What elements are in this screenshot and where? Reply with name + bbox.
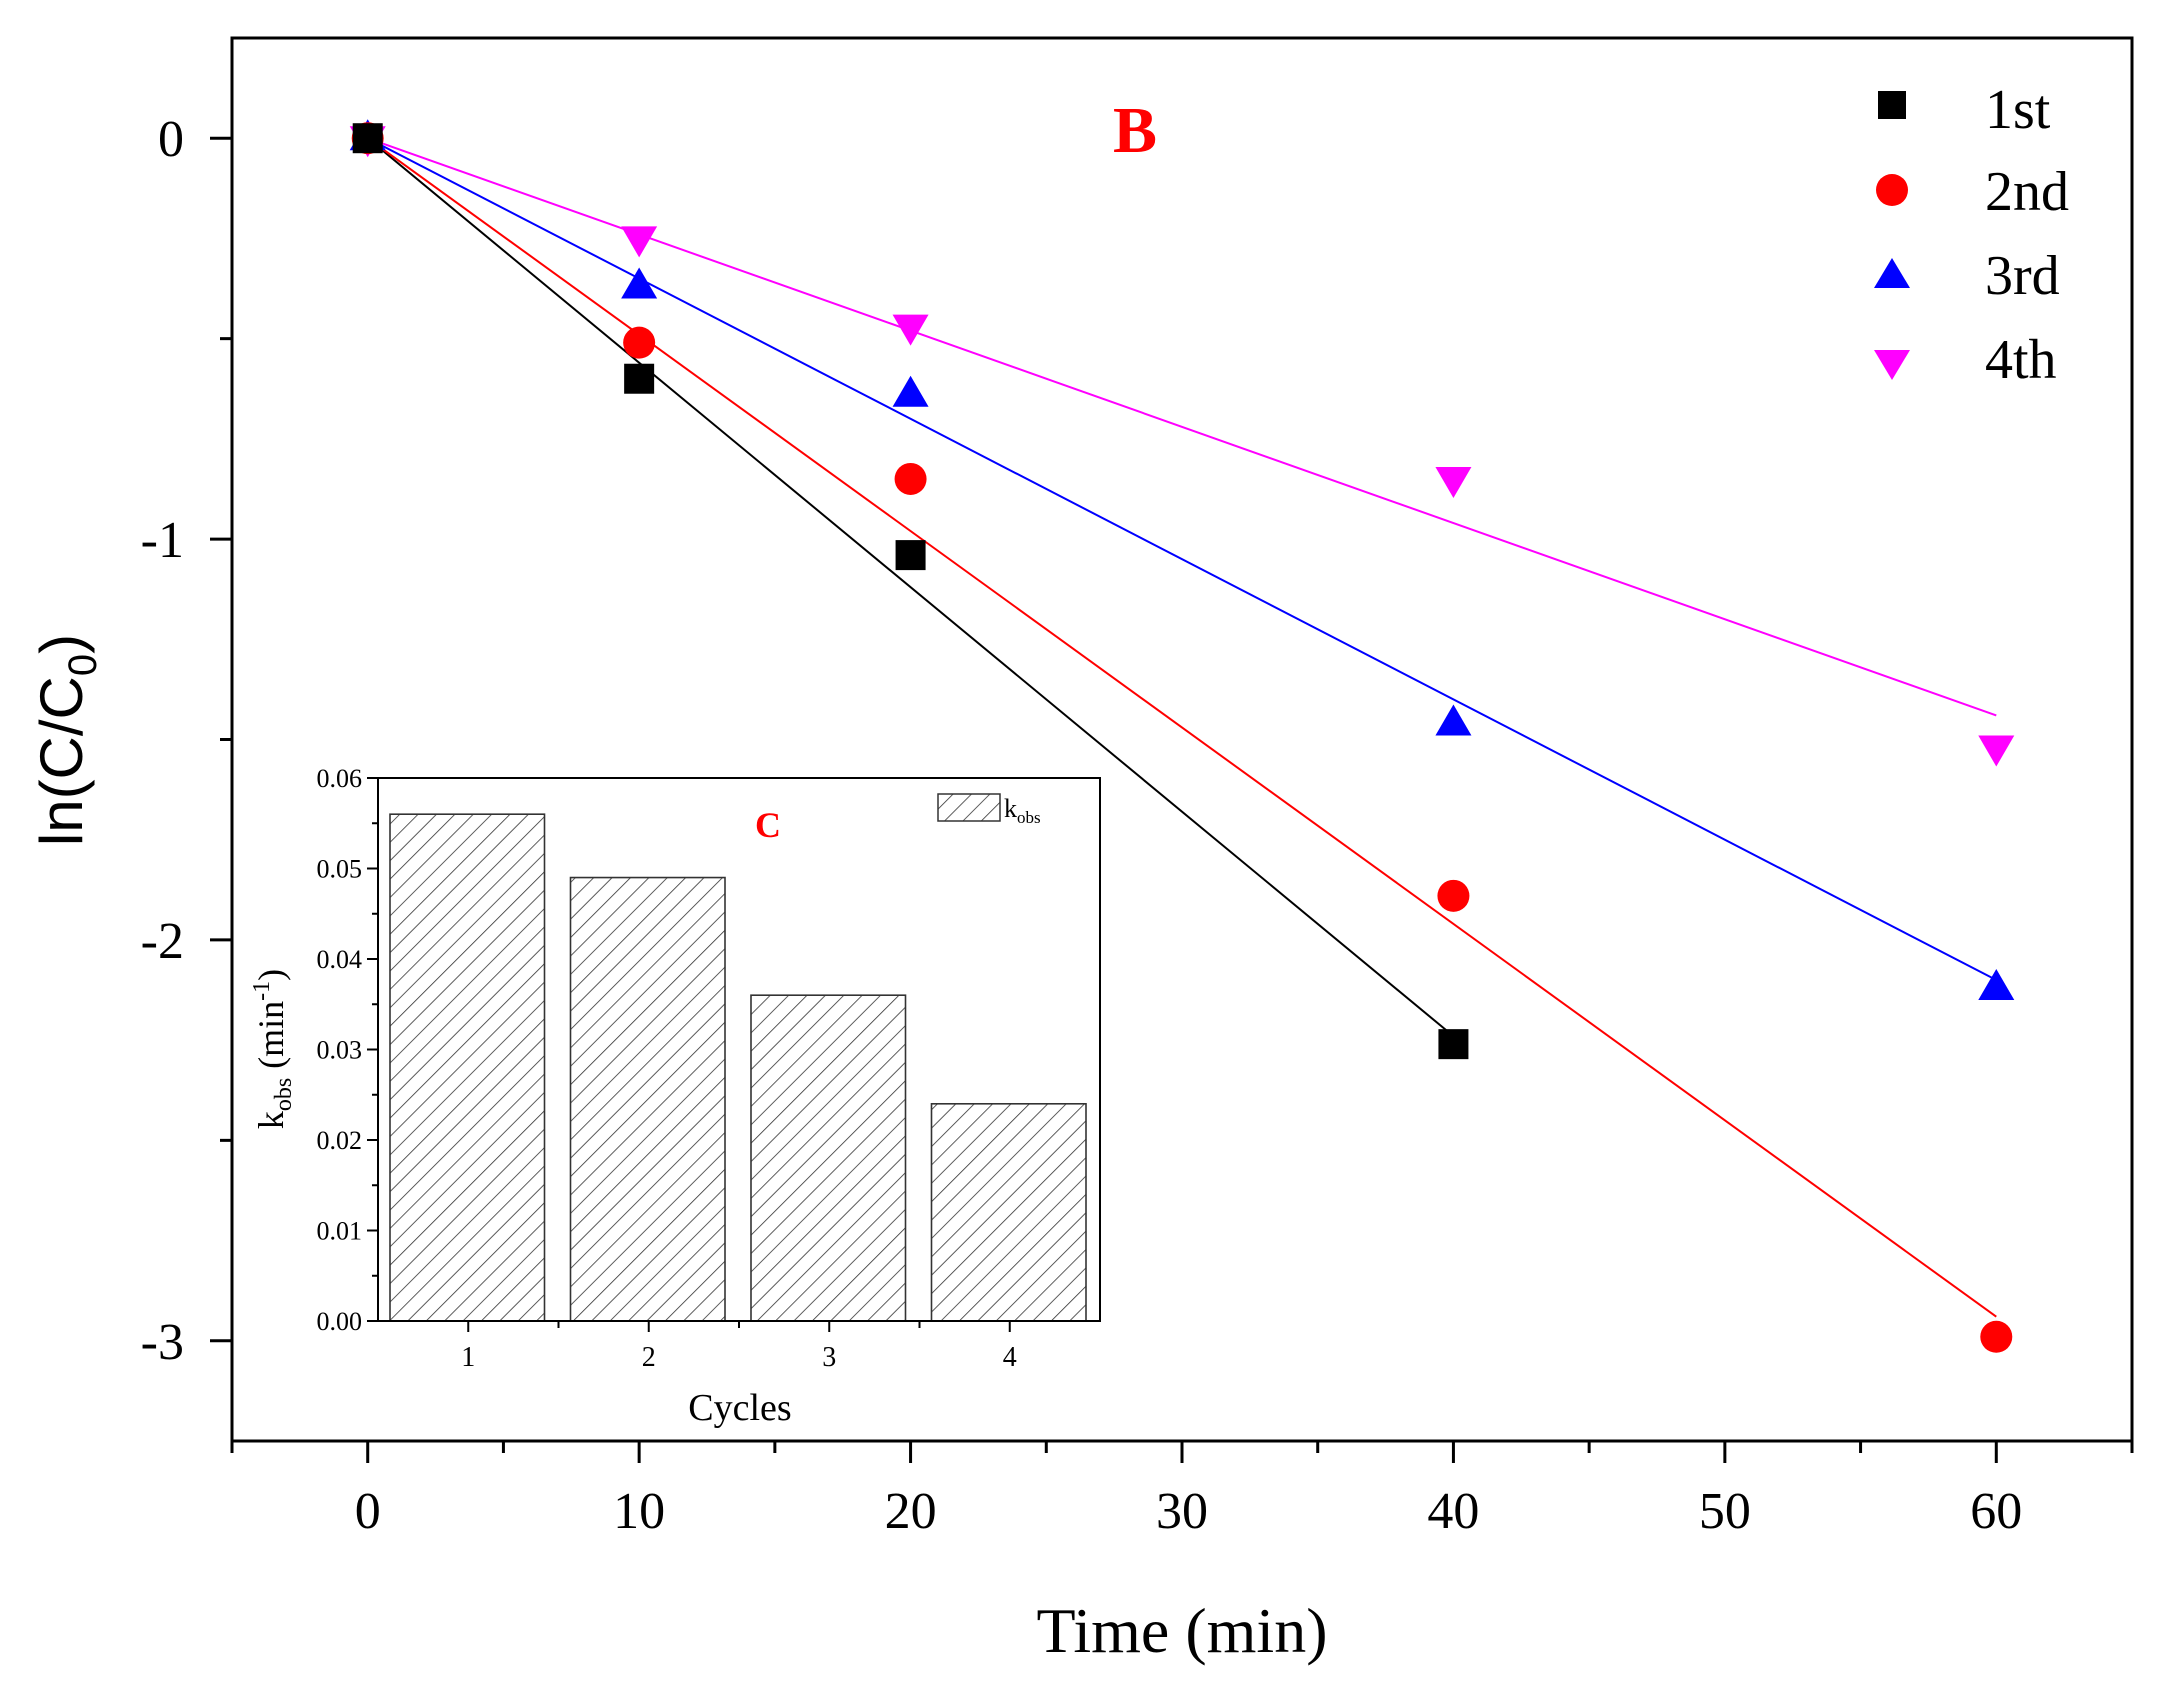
- legend-item-3rd: 3rd: [1874, 245, 2060, 307]
- legend-item-1st: 1st: [1878, 79, 2051, 141]
- main-y-axis-title-sub: 0: [61, 654, 105, 676]
- inset-legend-label-sub: obs: [1017, 808, 1041, 827]
- data-point-4th: [1978, 735, 2015, 767]
- inset-x-ticks: 1 2 3 4: [461, 1321, 1017, 1373]
- inset-y-tick-label: 0.05: [317, 855, 363, 884]
- inset-y-axis-title-sup: -1: [249, 981, 275, 1001]
- main-markers: [349, 119, 2015, 1353]
- data-point-1st: [624, 363, 655, 394]
- legend-marker-triangle-up: [1874, 258, 1910, 288]
- data-point-3rd: [621, 267, 658, 299]
- fit-line-1st: [367, 137, 1455, 1037]
- fit-line-4th: [367, 137, 1997, 717]
- main-y-axis-title-close: ): [28, 634, 95, 654]
- inset-legend: kobs: [937, 793, 1041, 827]
- y-tick-label: -2: [141, 913, 184, 970]
- bar-cycle-1: [389, 813, 546, 1322]
- x-tick-label: 60: [1970, 1483, 2022, 1540]
- legend-label-4th: 4th: [1985, 329, 2057, 391]
- legend-label-3rd: 3rd: [1985, 245, 2060, 307]
- main-y-axis-title: ln(C/C0): [28, 634, 105, 846]
- x-tick-label: 30: [1156, 1483, 1208, 1540]
- data-point-4th: [892, 314, 929, 346]
- y-tick-label: 0: [158, 111, 184, 168]
- data-point-3rd: [1978, 969, 2015, 1001]
- main-y-axis-title-base: ln(C/C: [28, 676, 95, 846]
- legend-item-4th: 4th: [1874, 329, 2057, 391]
- inset-y-ticks: 0.00 0.01 0.02 0.03 0.04 0.05 0.06: [317, 764, 378, 1336]
- data-point-1st: [1438, 1029, 1469, 1060]
- bar-cycle-2: [569, 876, 726, 1322]
- inset-x-tick-label: 2: [642, 1342, 656, 1373]
- main-chart: 0 10 20 30 40 50 60 0-1-2-3 B Time (min) ln(C/…: [28, 36, 2134, 1666]
- inset-y-tick-label: 0.03: [317, 1036, 363, 1065]
- data-point-1st: [352, 123, 383, 154]
- panel-label-c: C: [755, 805, 781, 845]
- inset-y-axis-title: kobs (min-1): [249, 969, 297, 1129]
- main-y-ticks: 0 -1 -2 -3: [141, 111, 232, 1371]
- data-point-3rd: [1435, 704, 1472, 736]
- inset-y-tick-label: 0.04: [317, 945, 363, 974]
- legend: 1st 2nd 3rd 4th: [1874, 79, 2069, 391]
- inset-x-tick-label: 3: [822, 1342, 836, 1373]
- inset-y-tick-label: 0.06: [317, 764, 363, 793]
- x-tick-label: 0: [355, 1483, 381, 1540]
- inset-legend-swatch: [937, 793, 1001, 822]
- legend-marker-triangle-down: [1874, 350, 1910, 380]
- inset-x-axis-title: Cycles: [688, 1387, 791, 1429]
- inset-y-axis-title-unit: (min: [251, 1001, 291, 1078]
- main-x-axis-title: Time (min): [1037, 1595, 1328, 1666]
- x-tick-label: 50: [1699, 1483, 1751, 1540]
- legend-label-2nd: 2nd: [1985, 161, 2069, 223]
- inset-legend-label-base: k: [1004, 794, 1017, 823]
- legend-marker-square: [1878, 91, 1906, 119]
- y-tick-label: -1: [141, 512, 184, 569]
- inset-y-axis-title-base: k: [251, 1111, 291, 1129]
- inset-y-tick-label: 0.02: [317, 1126, 363, 1155]
- inset-bars: [389, 813, 1087, 1322]
- legend-label-1st: 1st: [1985, 79, 2051, 141]
- panel-label-b: B: [1113, 94, 1157, 167]
- bar-cycle-3: [750, 994, 907, 1322]
- data-point-2nd: [623, 326, 656, 359]
- data-point-4th: [621, 226, 658, 258]
- data-point-1st: [895, 540, 926, 571]
- inset-y-tick-label: 0.00: [317, 1307, 363, 1336]
- x-tick-label: 40: [1427, 1483, 1479, 1540]
- data-point-2nd: [1980, 1320, 2013, 1353]
- legend-item-2nd: 2nd: [1876, 161, 2069, 223]
- x-tick-label: 10: [613, 1483, 665, 1540]
- inset-x-tick-label: 1: [461, 1342, 475, 1373]
- bar-cycle-4: [930, 1103, 1087, 1322]
- x-tick-label: 20: [885, 1483, 937, 1540]
- y-tick-label: -3: [141, 1314, 184, 1371]
- data-point-2nd: [894, 462, 927, 495]
- inset-legend-label: kobs: [1004, 794, 1041, 827]
- inset-y-tick-label: 0.01: [317, 1217, 363, 1246]
- main-x-ticks: 0 10 20 30 40 50 60: [230, 1441, 2134, 1540]
- inset-x-tick-label: 4: [1003, 1342, 1017, 1373]
- inset-y-axis-title-sub: obs: [271, 1078, 297, 1111]
- data-point-3rd: [892, 375, 929, 407]
- legend-marker-circle: [1876, 174, 1908, 206]
- data-point-4th: [1435, 466, 1472, 498]
- inset-y-axis-title-close: ): [251, 969, 291, 981]
- data-point-2nd: [1437, 879, 1470, 912]
